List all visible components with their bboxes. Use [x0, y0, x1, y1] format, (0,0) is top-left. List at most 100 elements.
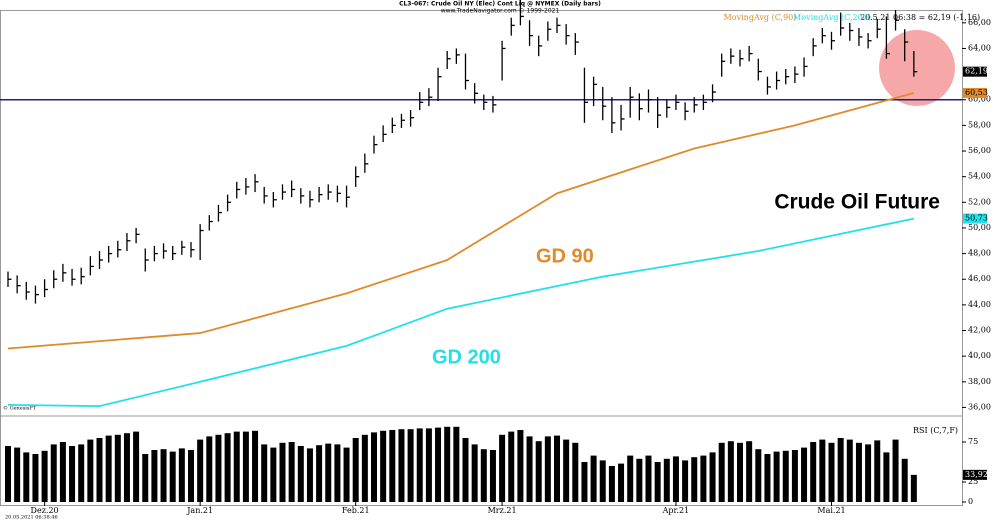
y-tick-label: 60,00 — [968, 95, 991, 104]
value-label-box — [963, 469, 987, 480]
chart-subtitle: www.TradeNavigator.com © 1999-2021 — [441, 8, 560, 15]
bar — [407, 429, 414, 502]
bar — [50, 444, 57, 502]
y-tick-label: 42,00 — [968, 326, 991, 335]
x-tick-label: Mrz.21 — [488, 506, 517, 515]
bar — [608, 466, 615, 502]
x-tick-label: Mai.21 — [817, 506, 845, 515]
bar — [224, 433, 231, 502]
bar — [672, 456, 679, 502]
bar — [169, 451, 176, 502]
bar — [462, 438, 469, 502]
bar — [572, 442, 579, 502]
y-tick-label: 25 — [968, 477, 978, 486]
bar — [755, 449, 762, 502]
bar — [682, 460, 689, 502]
annotation: GD 200 — [432, 346, 501, 368]
bar — [874, 440, 881, 502]
bar — [846, 439, 853, 502]
legend-entry: MovingAvg (C,200) — [793, 13, 871, 22]
rsi-title: RSI (C,7,F) — [913, 426, 958, 435]
y-tick-label: 0 — [968, 497, 973, 506]
y-tick-label: 50,00 — [968, 223, 991, 232]
bar — [801, 447, 808, 502]
bar — [453, 426, 460, 502]
info-text: 20.5.21 06:38 = 62,19 (-1,16) — [860, 13, 980, 22]
bar — [636, 458, 643, 502]
y-tick-label: 66,00 — [968, 18, 991, 27]
bar — [618, 463, 625, 502]
value-label: 60,53 — [965, 88, 988, 97]
y-tick-label: 38,00 — [968, 377, 991, 386]
bar — [499, 434, 506, 502]
value-label: 33,92 — [965, 470, 988, 479]
bar — [773, 451, 780, 502]
y-tick-label: 56,00 — [968, 146, 991, 155]
bar — [96, 438, 103, 502]
bar — [105, 435, 112, 502]
bar — [700, 455, 707, 502]
bar — [901, 458, 908, 502]
y-tick-label: 44,00 — [968, 300, 991, 309]
bar — [910, 474, 917, 502]
value-label-box — [963, 87, 987, 98]
bar — [59, 442, 66, 502]
bar — [718, 442, 725, 502]
bar — [160, 449, 167, 502]
bar — [380, 430, 387, 502]
bar — [471, 444, 478, 502]
bar — [242, 431, 249, 502]
x-tick-label: Jan.21 — [186, 506, 213, 515]
bar — [416, 428, 423, 502]
bar — [334, 444, 341, 502]
y-tick-label: 48,00 — [968, 249, 991, 258]
bar — [215, 434, 222, 502]
bar — [151, 450, 158, 502]
bar — [87, 439, 94, 502]
bar — [389, 430, 396, 502]
bar — [581, 462, 588, 502]
bar — [206, 436, 213, 502]
value-label: 50,73 — [965, 214, 988, 223]
bar — [727, 441, 734, 502]
bar — [810, 442, 817, 502]
bar — [398, 429, 405, 502]
bar — [828, 442, 835, 502]
bar — [691, 457, 698, 502]
legend-entry: MovingAvg (C,90) — [724, 13, 797, 22]
bar — [425, 428, 432, 502]
bar — [69, 446, 76, 502]
value-label-box — [963, 213, 987, 224]
bar — [782, 450, 789, 502]
y-tick-label: 52,00 — [968, 197, 991, 206]
bar — [791, 450, 798, 502]
bar — [178, 448, 185, 502]
annotation: Crude Oil Future — [774, 191, 940, 214]
bar — [270, 447, 277, 502]
y-tick-label: 75 — [968, 437, 978, 446]
bar — [133, 431, 140, 502]
bar — [343, 447, 350, 502]
y-tick-label: 64,00 — [968, 43, 991, 52]
bar — [41, 450, 48, 502]
bar — [352, 438, 359, 502]
bar — [544, 436, 551, 502]
bar — [746, 441, 753, 502]
bar — [865, 444, 872, 502]
value-label-box — [963, 66, 987, 77]
bar — [435, 427, 442, 502]
chart-title: CL3-067: Crude Oil NY (Elec) Cont Liq @ … — [399, 1, 601, 8]
moving-average-line — [7, 217, 915, 408]
bar — [883, 452, 890, 502]
bar — [252, 430, 259, 502]
bar — [261, 444, 268, 502]
bar — [361, 434, 368, 502]
highlight-circle — [879, 30, 955, 106]
moving-average-line — [7, 92, 915, 350]
bar — [316, 445, 323, 502]
x-tick-label: Apr.21 — [662, 506, 690, 515]
bar — [123, 433, 130, 502]
bar — [526, 436, 533, 502]
